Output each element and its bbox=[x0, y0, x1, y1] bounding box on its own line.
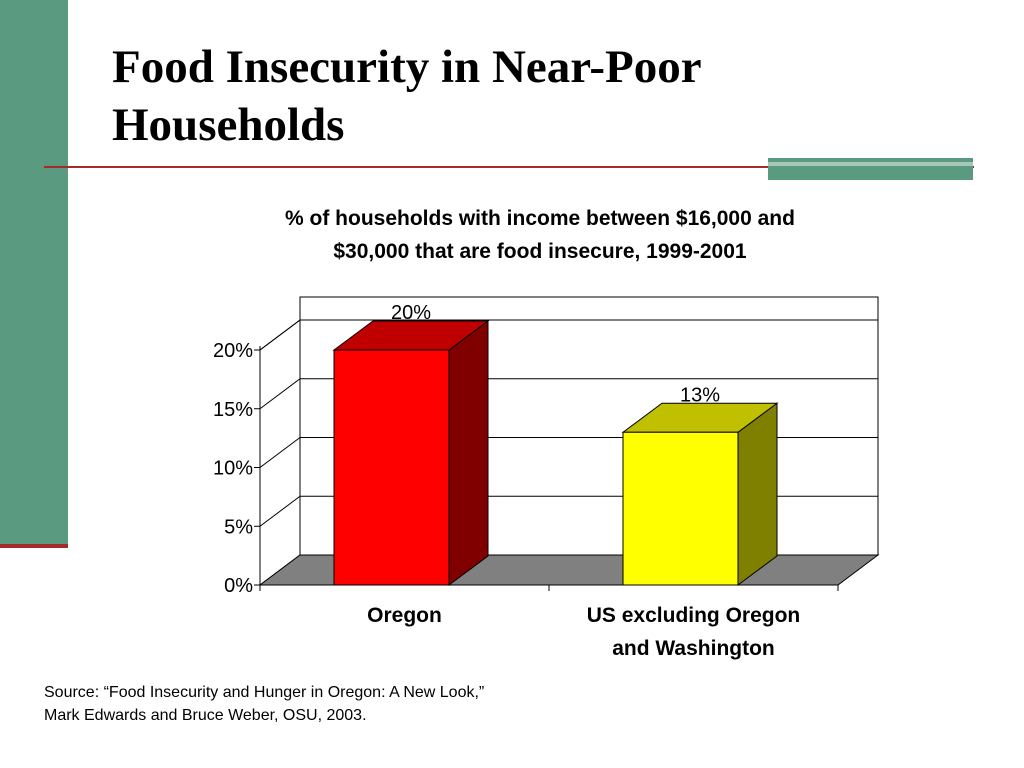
gridline-depth bbox=[259, 437, 301, 468]
sidebar-decoration bbox=[0, 0, 68, 545]
source-note: Source: “Food Insecurity and Hunger in O… bbox=[44, 681, 644, 727]
source-line: Source: “Food Insecurity and Hunger in O… bbox=[44, 684, 485, 701]
chart-title-line: $30,000 that are food insecure, 1999-200… bbox=[333, 240, 747, 263]
chart-title-line: % of households with income between $16,… bbox=[285, 207, 795, 230]
chart-title: % of households with income between $16,… bbox=[200, 202, 880, 268]
y-tick-label: 15% bbox=[213, 399, 253, 421]
category-label: US excluding Oregon bbox=[587, 604, 801, 627]
source-line: Mark Edwards and Bruce Weber, OSU, 2003. bbox=[44, 707, 367, 724]
gridline-depth bbox=[259, 495, 301, 527]
category-label: and Washington bbox=[612, 637, 775, 660]
category-label: Oregon bbox=[367, 604, 442, 627]
bar-side bbox=[448, 320, 489, 586]
y-tick-label: 20% bbox=[213, 340, 253, 362]
data-label: 20% bbox=[391, 302, 431, 324]
gridline-depth bbox=[259, 378, 301, 410]
bar-side bbox=[737, 402, 778, 586]
side-wall-top-edge bbox=[259, 319, 301, 351]
y-tick-label: 0% bbox=[224, 575, 253, 597]
y-tick-label: 10% bbox=[213, 458, 253, 480]
bar bbox=[333, 349, 450, 586]
slide-title: Food Insecurity in Near-Poor Households bbox=[112, 41, 701, 151]
accent-bar bbox=[768, 158, 973, 180]
title-rule bbox=[44, 166, 974, 168]
data-label: 13% bbox=[680, 384, 720, 406]
y-tick-label: 5% bbox=[224, 516, 253, 538]
sidebar-rule bbox=[0, 544, 68, 548]
bar bbox=[622, 431, 739, 586]
